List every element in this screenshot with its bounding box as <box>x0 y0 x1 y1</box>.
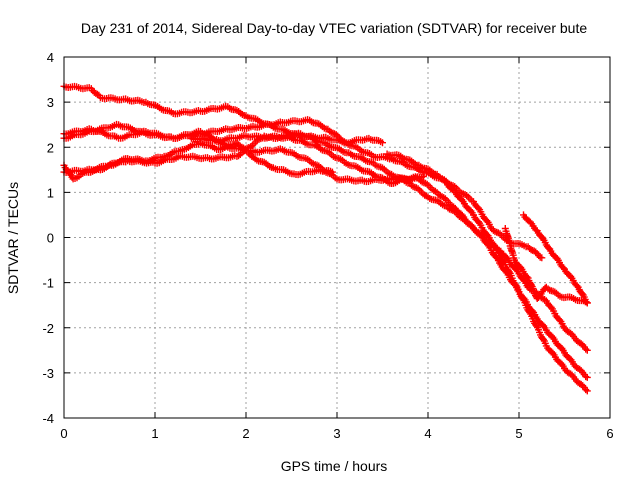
x-tick-label: 0 <box>60 426 67 441</box>
x-tick-label: 2 <box>242 426 249 441</box>
y-tick-label: 1 <box>47 185 54 200</box>
y-tick-label: -4 <box>42 411 54 426</box>
y-tick-label: 0 <box>47 231 54 246</box>
y-tick-label: 2 <box>47 140 54 155</box>
data-points-trace-9 <box>520 211 591 307</box>
y-tick-label: 4 <box>47 50 54 65</box>
y-tick-label: 3 <box>47 95 54 110</box>
data-points-trace-4 <box>60 139 336 183</box>
series-trace-9 <box>520 211 591 307</box>
chart-title: Day 231 of 2014, Sidereal Day-to-day VTE… <box>81 20 588 36</box>
axes: 0 1 2 3 4 5 6 -4 -3 -2 -1 0 1 2 3 4 <box>42 50 613 441</box>
data-points-trace-7 <box>383 150 591 395</box>
series-trace-7 <box>383 150 591 395</box>
series-trace-8 <box>501 225 591 307</box>
x-tick-label: 5 <box>515 426 522 441</box>
series-trace-6 <box>187 129 591 381</box>
y-axis-title: SDTVAR / TECUs <box>5 182 21 294</box>
x-tick-label: 4 <box>424 426 431 441</box>
grid <box>64 57 610 418</box>
data-points-trace-8 <box>501 225 591 307</box>
x-axis-title: GPS time / hours <box>281 458 388 474</box>
y-tick-label: -2 <box>42 321 54 336</box>
x-tick-label: 1 <box>151 426 158 441</box>
data-series <box>60 82 591 395</box>
x-tick-label: 6 <box>606 426 613 441</box>
y-tick-label: -3 <box>42 366 54 381</box>
series-trace-4 <box>60 139 336 183</box>
y-tick-label: -1 <box>42 276 54 291</box>
x-tick-label: 3 <box>333 426 340 441</box>
data-points-trace-6 <box>187 129 591 381</box>
